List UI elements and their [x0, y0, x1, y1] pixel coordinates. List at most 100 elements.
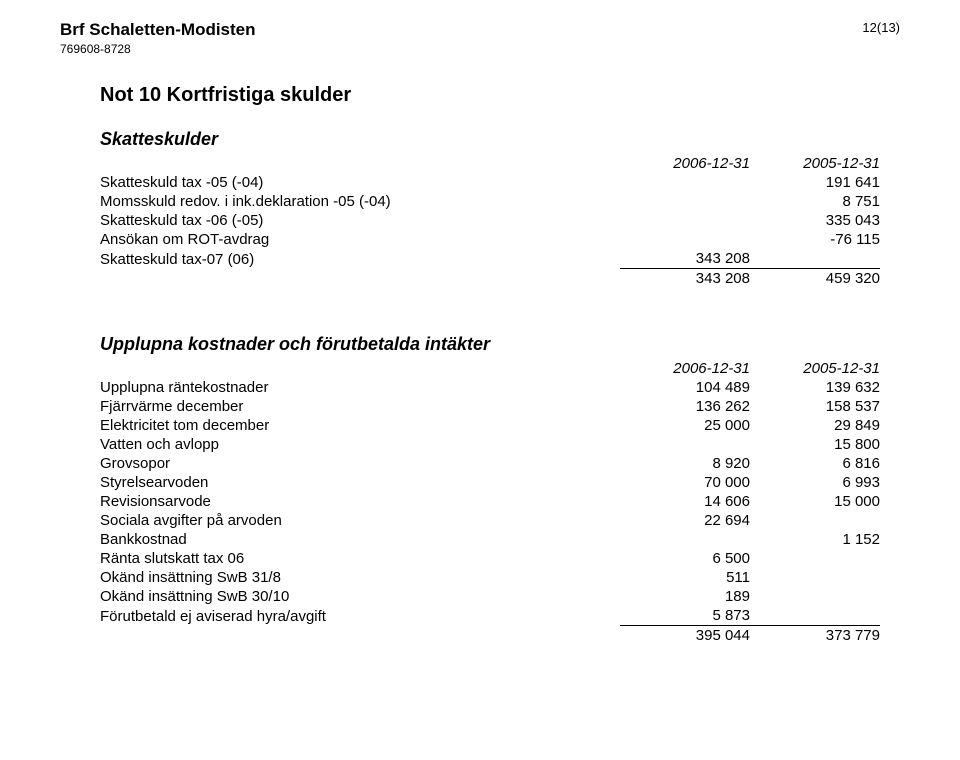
section2-table: 2006-12-31 2005-12-31 Upplupna räntekost… [100, 359, 880, 645]
row-v2: 335 043 [750, 211, 880, 230]
table-row: Skatteskuld tax -05 (-04) 191 641 [100, 173, 880, 192]
row-v2: 191 641 [750, 173, 880, 192]
row-label: Momsskuld redov. i ink.deklaration -05 (… [100, 192, 620, 211]
row-label: Skatteskuld tax -06 (-05) [100, 211, 620, 230]
row-v1: 6 500 [620, 549, 750, 568]
section1-title: Skatteskulder [100, 129, 900, 150]
row-v1 [620, 435, 750, 454]
org-id: 769608-8728 [60, 42, 256, 56]
table-row: Bankkostnad 1 152 [100, 530, 880, 549]
blank-cell [100, 626, 620, 646]
row-v1: 136 262 [620, 397, 750, 416]
section2-date2: 2005-12-31 [750, 359, 880, 378]
blank-cell [100, 359, 620, 378]
subtotal-v2: 459 320 [750, 269, 880, 289]
row-label: Upplupna räntekostnader [100, 378, 620, 397]
page-header: Brf Schaletten-Modisten 769608-8728 12(1… [60, 20, 900, 56]
table-row: Okänd insättning SwB 30/10 189 [100, 587, 880, 606]
note-title: Not 10 Kortfristiga skulder [100, 84, 900, 107]
row-v1 [620, 192, 750, 211]
table-row: Revisionsarvode 14 606 15 000 [100, 492, 880, 511]
table-row: Okänd insättning SwB 31/8 511 [100, 568, 880, 587]
table-row: Ränta slutskatt tax 06 6 500 [100, 549, 880, 568]
row-v2 [750, 606, 880, 626]
row-label: Fjärrvärme december [100, 397, 620, 416]
row-label: Ränta slutskatt tax 06 [100, 549, 620, 568]
row-v2: 139 632 [750, 378, 880, 397]
section1-date1: 2006-12-31 [620, 154, 750, 173]
table-row: Förutbetald ej aviserad hyra/avgift 5 87… [100, 606, 880, 626]
row-label: Bankkostnad [100, 530, 620, 549]
row-v1: 70 000 [620, 473, 750, 492]
table-row: Sociala avgifter på arvoden 22 694 [100, 511, 880, 530]
page-root: Brf Schaletten-Modisten 769608-8728 12(1… [0, 0, 960, 665]
row-v2: -76 115 [750, 230, 880, 249]
section1-date-header: 2006-12-31 2005-12-31 [100, 154, 880, 173]
section2-total: 395 044 373 779 [100, 626, 880, 646]
row-v1: 511 [620, 568, 750, 587]
row-v2: 15 800 [750, 435, 880, 454]
row-v2 [750, 549, 880, 568]
table-row: Skatteskuld tax -06 (-05) 335 043 [100, 211, 880, 230]
row-v1: 343 208 [620, 249, 750, 269]
row-label: Grovsopor [100, 454, 620, 473]
total-v2: 373 779 [750, 626, 880, 646]
row-v1: 104 489 [620, 378, 750, 397]
row-v1: 14 606 [620, 492, 750, 511]
row-v2 [750, 568, 880, 587]
table-row: Ansökan om ROT-avdrag -76 115 [100, 230, 880, 249]
org-name: Brf Schaletten-Modisten [60, 20, 256, 40]
section2-date1: 2006-12-31 [620, 359, 750, 378]
row-v2 [750, 511, 880, 530]
row-v2: 6 816 [750, 454, 880, 473]
table-row: Upplupna räntekostnader 104 489 139 632 [100, 378, 880, 397]
row-label: Vatten och avlopp [100, 435, 620, 454]
row-label: Sociala avgifter på arvoden [100, 511, 620, 530]
spacer [60, 288, 900, 312]
row-v2 [750, 587, 880, 606]
row-label: Okänd insättning SwB 31/8 [100, 568, 620, 587]
row-label: Förutbetald ej aviserad hyra/avgift [100, 606, 620, 626]
row-v1 [620, 530, 750, 549]
org-block: Brf Schaletten-Modisten 769608-8728 [60, 20, 256, 56]
row-v2: 158 537 [750, 397, 880, 416]
row-v1: 22 694 [620, 511, 750, 530]
row-v1 [620, 173, 750, 192]
row-v1: 25 000 [620, 416, 750, 435]
table-row: Elektricitet tom december 25 000 29 849 [100, 416, 880, 435]
section1-table: 2006-12-31 2005-12-31 Skatteskuld tax -0… [100, 154, 880, 288]
section1-date2: 2005-12-31 [750, 154, 880, 173]
row-v2: 8 751 [750, 192, 880, 211]
section2-title: Upplupna kostnader och förutbetalda intä… [100, 334, 900, 355]
row-v1 [620, 211, 750, 230]
row-label: Elektricitet tom december [100, 416, 620, 435]
blank-cell [100, 154, 620, 173]
section2-date-header: 2006-12-31 2005-12-31 [100, 359, 880, 378]
table-row: Momsskuld redov. i ink.deklaration -05 (… [100, 192, 880, 211]
row-label: Okänd insättning SwB 30/10 [100, 587, 620, 606]
row-label: Revisionsarvode [100, 492, 620, 511]
blank-cell [100, 269, 620, 289]
row-v2: 15 000 [750, 492, 880, 511]
row-v2: 29 849 [750, 416, 880, 435]
total-v1: 395 044 [620, 626, 750, 646]
table-row: Styrelsearvoden 70 000 6 993 [100, 473, 880, 492]
table-row: Fjärrvärme december 136 262 158 537 [100, 397, 880, 416]
row-v1: 8 920 [620, 454, 750, 473]
row-v1: 189 [620, 587, 750, 606]
row-v2: 1 152 [750, 530, 880, 549]
row-v2 [750, 249, 880, 269]
row-v2: 6 993 [750, 473, 880, 492]
table-row: Grovsopor 8 920 6 816 [100, 454, 880, 473]
row-v1: 5 873 [620, 606, 750, 626]
row-label: Skatteskuld tax -05 (-04) [100, 173, 620, 192]
subtotal-v1: 343 208 [620, 269, 750, 289]
row-label: Skatteskuld tax-07 (06) [100, 249, 620, 269]
row-label: Styrelsearvoden [100, 473, 620, 492]
row-label: Ansökan om ROT-avdrag [100, 230, 620, 249]
table-row: Vatten och avlopp 15 800 [100, 435, 880, 454]
row-v1 [620, 230, 750, 249]
section1-subtotal: 343 208 459 320 [100, 269, 880, 289]
table-row: Skatteskuld tax-07 (06) 343 208 [100, 249, 880, 269]
page-number: 12(13) [862, 20, 900, 35]
